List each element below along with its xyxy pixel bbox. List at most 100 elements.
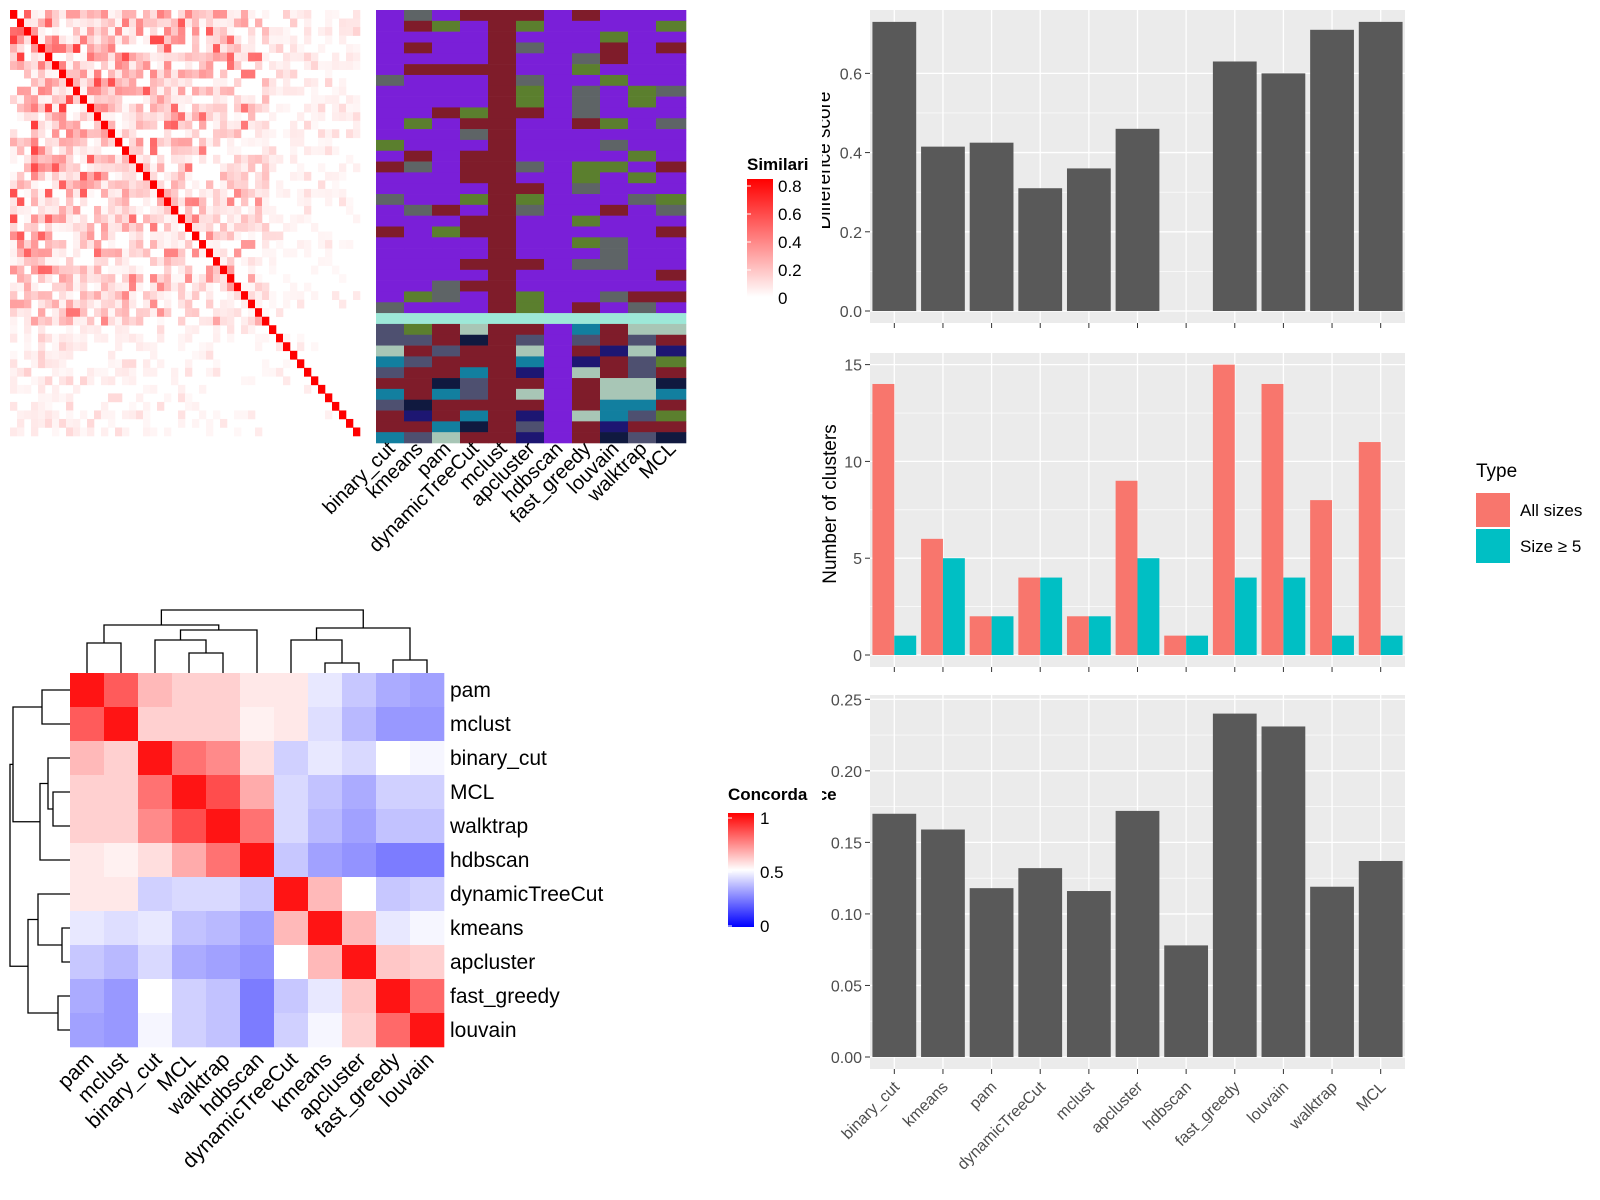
similarity-cell	[262, 103, 270, 113]
similarity-cell	[192, 248, 200, 258]
membership-cell	[516, 42, 545, 54]
similarity-cell	[178, 197, 186, 207]
similarity-cell	[325, 69, 333, 79]
similarity-cell	[10, 316, 18, 326]
similarity-cell	[206, 427, 214, 437]
concordance-cell	[376, 877, 411, 912]
similarity-cell	[31, 103, 39, 113]
similarity-cell	[213, 359, 221, 369]
similarity-cell	[143, 188, 151, 198]
membership-cell	[600, 53, 629, 65]
concordance-cell	[240, 877, 275, 912]
similarity-cell	[101, 95, 109, 105]
membership-cell	[656, 161, 687, 173]
similarity-cell	[59, 137, 67, 147]
similarity-cell	[220, 78, 228, 87]
legend-key	[1476, 493, 1510, 527]
membership-cell	[656, 280, 687, 292]
similarity-cell	[59, 154, 67, 164]
similarity-cell	[115, 163, 123, 173]
similarity-cell	[157, 308, 165, 318]
similarity-cell	[10, 129, 18, 139]
similarity-cell	[164, 44, 172, 53]
similarity-cell	[213, 52, 221, 62]
membership-cell	[628, 107, 657, 119]
similarity-cell	[136, 86, 144, 96]
membership-cell	[376, 172, 405, 184]
membership-cell	[544, 302, 573, 314]
membership-cell	[544, 161, 573, 173]
similarity-cell	[248, 240, 256, 249]
similarity-cell	[66, 299, 74, 309]
similarity-cell	[115, 265, 123, 275]
similarity-cell	[10, 205, 18, 215]
similarity-cell	[143, 171, 151, 181]
bar	[1310, 886, 1354, 1057]
similarity-cell	[346, 103, 354, 113]
similarity-cell	[185, 393, 193, 403]
membership-cell	[516, 96, 545, 108]
similarity-cell	[276, 86, 284, 96]
similarity-cell	[353, 120, 361, 130]
similarity-cell	[59, 418, 67, 428]
similarity-cell	[304, 103, 312, 113]
similarity-cell	[241, 188, 249, 198]
similarity-cell	[10, 257, 18, 266]
similarity-cell	[80, 69, 88, 79]
y-tick-label: 0.6	[840, 66, 862, 83]
similarity-cell	[101, 291, 109, 300]
similarity-cell	[101, 367, 109, 377]
similarity-cell	[52, 154, 60, 164]
similarity-cell	[73, 188, 81, 198]
similarity-cell	[178, 18, 186, 28]
membership-cell	[460, 302, 489, 314]
similarity-cell	[52, 171, 60, 181]
similarity-cell	[206, 223, 214, 232]
dendrogram-link	[52, 791, 70, 827]
similarity-cell	[108, 69, 116, 79]
membership-cell	[460, 96, 489, 108]
similarity-cell	[52, 137, 60, 147]
similarity-cell	[66, 274, 74, 283]
concordance-cell	[240, 979, 275, 1014]
similarity-cell	[213, 205, 221, 215]
similarity-cell	[248, 325, 256, 335]
membership-cell	[544, 421, 573, 433]
similarity-cell	[206, 350, 214, 360]
membership-cell	[600, 248, 629, 260]
similarity-cell	[108, 410, 116, 420]
similarity-cell	[318, 61, 326, 70]
membership-cell	[572, 323, 601, 336]
similarity-cell	[283, 376, 291, 386]
similarity-cell	[262, 367, 270, 377]
similarity-cell	[87, 52, 95, 62]
similarity-cell	[339, 35, 347, 45]
bar-all-sizes	[921, 538, 943, 655]
similarity-cell	[227, 282, 235, 292]
similarity-cell	[213, 137, 221, 147]
similarity-cell	[24, 188, 32, 198]
similarity-cell	[290, 171, 298, 181]
membership-cell	[460, 399, 489, 411]
similarity-cell	[227, 223, 235, 232]
similarity-cell	[269, 291, 277, 300]
similarity-cell	[122, 146, 130, 156]
similarity-cell	[248, 35, 256, 45]
membership-cell	[488, 139, 517, 152]
similarity-cell	[227, 180, 235, 190]
similarity-cell	[164, 27, 172, 36]
concordance-cell	[104, 673, 139, 708]
similarity-cell	[157, 112, 165, 122]
similarity-cell	[73, 129, 81, 139]
similarity-cell	[101, 27, 109, 36]
dendrogram-link	[61, 927, 70, 963]
similarity-tick-label: 0.8	[778, 177, 802, 196]
similarity-cell	[192, 274, 200, 283]
similarity-cell	[157, 274, 165, 283]
similarity-cell	[262, 35, 270, 45]
similarity-cell	[199, 223, 207, 232]
similarity-cell	[269, 154, 277, 164]
similarity-cell	[150, 367, 158, 377]
